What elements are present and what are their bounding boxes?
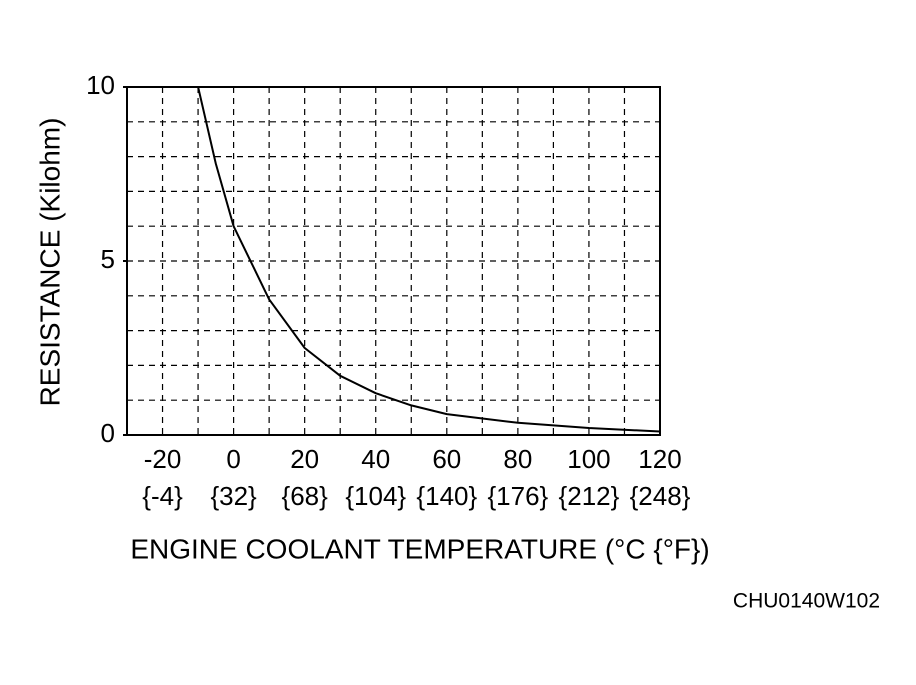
- x-tick-sublabel: {248}: [630, 481, 691, 511]
- x-tick-label: 100: [567, 444, 610, 474]
- x-tick-label: 60: [432, 444, 461, 474]
- x-tick-sublabel: {-4}: [142, 481, 183, 511]
- x-axis-title: ENGINE COOLANT TEMPERATURE (°C {°F}): [130, 533, 709, 564]
- figure-code: CHU0140W102: [733, 590, 880, 613]
- x-tick-sublabel: {32}: [210, 481, 257, 511]
- x-tick-label: -20: [144, 444, 182, 474]
- x-tick-sublabel: {68}: [282, 481, 329, 511]
- y-axis-title: RESISTANCE (Kilohm): [34, 118, 65, 407]
- y-tick-label: 0: [101, 418, 115, 448]
- x-tick-sublabel: {104}: [345, 481, 406, 511]
- x-tick-label: 120: [638, 444, 681, 474]
- x-tick-sublabel: {212}: [559, 481, 620, 511]
- x-tick-sublabel: {140}: [416, 481, 477, 511]
- curve: [197, 86, 661, 433]
- x-tick-label: 80: [503, 444, 532, 474]
- x-tick-label: 0: [226, 444, 240, 474]
- x-tick-label: 20: [290, 444, 319, 474]
- y-tick-label: 10: [86, 70, 115, 100]
- x-tick-sublabel: {176}: [487, 481, 548, 511]
- x-tick-label: 40: [361, 444, 390, 474]
- y-tick-label: 5: [101, 244, 115, 274]
